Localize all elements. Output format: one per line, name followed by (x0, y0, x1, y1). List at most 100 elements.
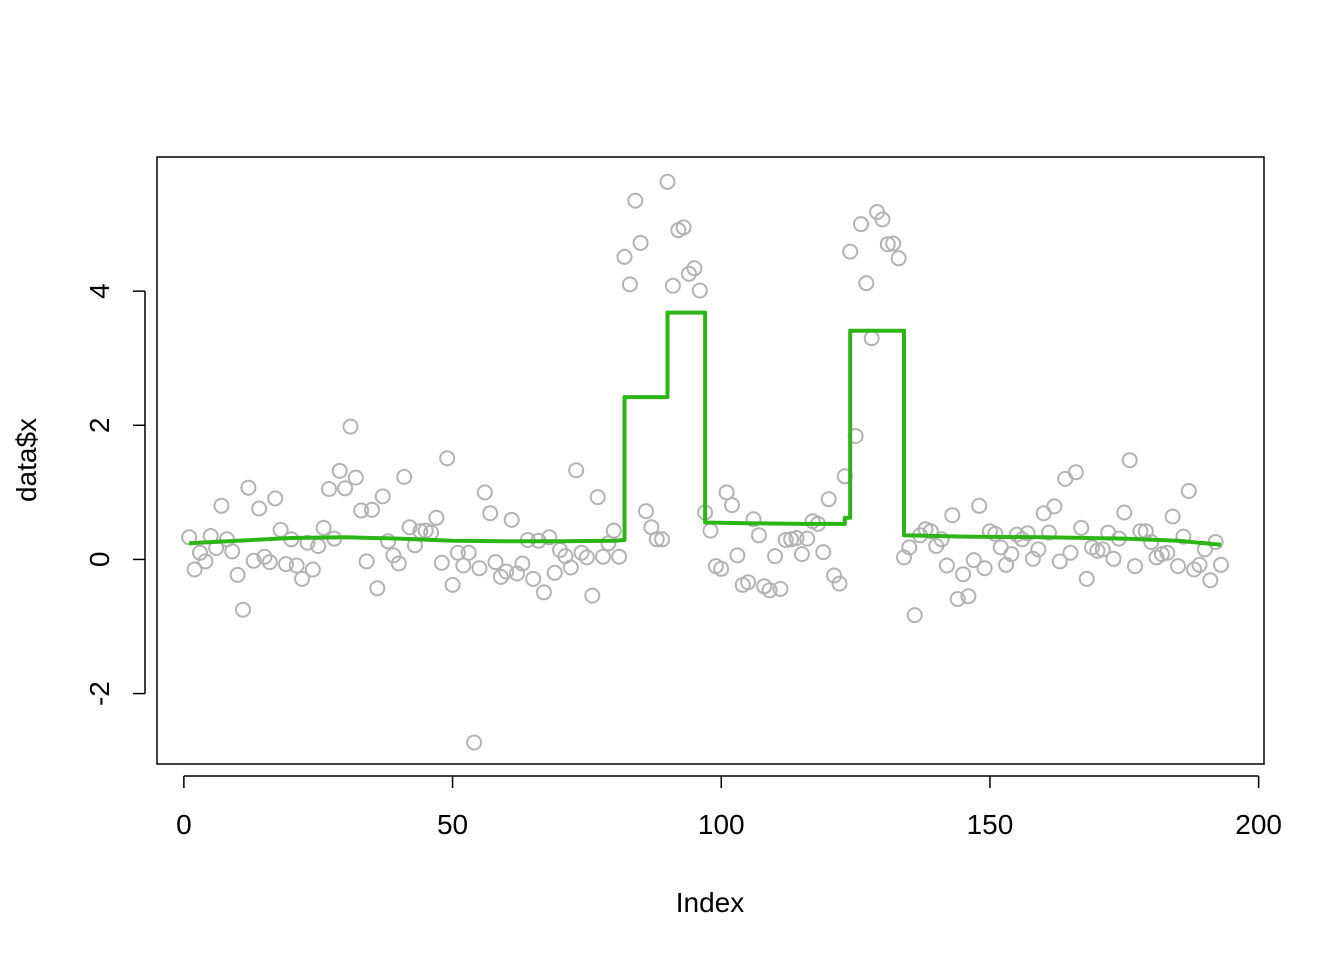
data-point (482, 505, 499, 522)
data-point (922, 523, 939, 540)
data-point (788, 530, 805, 546)
x-axis: 0 50 100 150 200 (176, 775, 1282, 840)
x-tick-label: 0 (176, 809, 192, 840)
data-point (605, 522, 622, 539)
y-tick-label: 4 (84, 283, 115, 299)
data-point (342, 418, 359, 435)
data-point (638, 503, 654, 520)
data-point (955, 566, 972, 583)
data-point (659, 173, 676, 190)
data-point (487, 554, 504, 571)
data-point (476, 484, 493, 501)
data-point (562, 559, 579, 576)
data-point (428, 509, 445, 526)
data-point (433, 554, 450, 571)
data-point (767, 548, 783, 565)
data-point (772, 580, 789, 597)
data-point (820, 491, 837, 508)
data-point (460, 544, 477, 561)
data-point (740, 574, 757, 591)
data-point (229, 566, 246, 583)
data-point (261, 554, 278, 571)
data-point (621, 276, 638, 293)
data-point (192, 544, 208, 561)
data-point (573, 544, 590, 561)
data-point (1003, 546, 1020, 563)
data-point (315, 519, 332, 536)
x-tick-label: 150 (967, 809, 1014, 840)
data-point (1170, 558, 1186, 575)
data-point (1127, 558, 1143, 575)
data-point (879, 236, 896, 253)
data-point (713, 560, 730, 577)
data-point (987, 525, 1004, 542)
data-point (331, 462, 348, 479)
data-point (181, 529, 198, 546)
data-points (181, 173, 1229, 751)
data-point (299, 534, 316, 551)
data-point (853, 216, 869, 233)
data-point (654, 531, 671, 548)
data-point (761, 582, 778, 599)
data-point (949, 591, 966, 607)
data-point (492, 568, 509, 585)
data-point (374, 488, 391, 505)
data-point (1030, 541, 1047, 558)
data-point (353, 502, 370, 519)
y-axis: -2 0 2 4 (84, 283, 146, 706)
data-point (1008, 526, 1025, 543)
data-point (380, 533, 397, 550)
data-point (498, 563, 515, 580)
data-point (691, 282, 708, 299)
plot-frame (156, 156, 1265, 765)
data-point (1213, 556, 1229, 573)
data-point (321, 481, 337, 497)
data-point (595, 548, 611, 565)
data-point (401, 519, 418, 536)
data-point (906, 607, 923, 624)
data-point (364, 501, 380, 518)
data-point (616, 248, 633, 265)
data-point (826, 567, 843, 584)
data-point (885, 235, 902, 252)
data-point (1067, 464, 1084, 481)
data-point (240, 479, 257, 496)
data-point (664, 277, 681, 294)
data-point (385, 547, 402, 564)
data-point (1105, 550, 1122, 567)
data-point (267, 490, 284, 507)
data-point (1191, 556, 1208, 573)
data-point (390, 555, 407, 572)
data-point (627, 192, 644, 209)
data-point (750, 527, 767, 544)
data-point (933, 531, 950, 548)
data-point (466, 734, 483, 751)
data-point (224, 543, 241, 560)
data-point (686, 260, 703, 277)
data-point (793, 546, 810, 563)
data-point (971, 497, 988, 514)
data-point (938, 557, 955, 574)
data-point (960, 588, 977, 605)
data-point (632, 234, 649, 251)
data-point (724, 497, 740, 514)
data-point (831, 575, 848, 592)
x-tick-label: 200 (1235, 809, 1282, 840)
y-tick-label: 0 (84, 552, 115, 568)
data-point (1164, 508, 1181, 525)
data-point (1143, 534, 1160, 550)
data-point (815, 544, 832, 561)
data-point (1175, 528, 1192, 545)
data-point (514, 555, 531, 572)
data-point (1078, 570, 1095, 587)
y-tick-label: -2 (84, 681, 115, 706)
x-tick-label: 50 (437, 809, 468, 840)
data-point (890, 250, 907, 267)
data-point (1094, 541, 1111, 558)
data-point (842, 243, 859, 260)
data-point (1159, 544, 1176, 561)
data-point (396, 468, 413, 485)
data-point (976, 560, 993, 577)
data-point (288, 557, 305, 574)
y-tick-label: 2 (84, 418, 115, 434)
